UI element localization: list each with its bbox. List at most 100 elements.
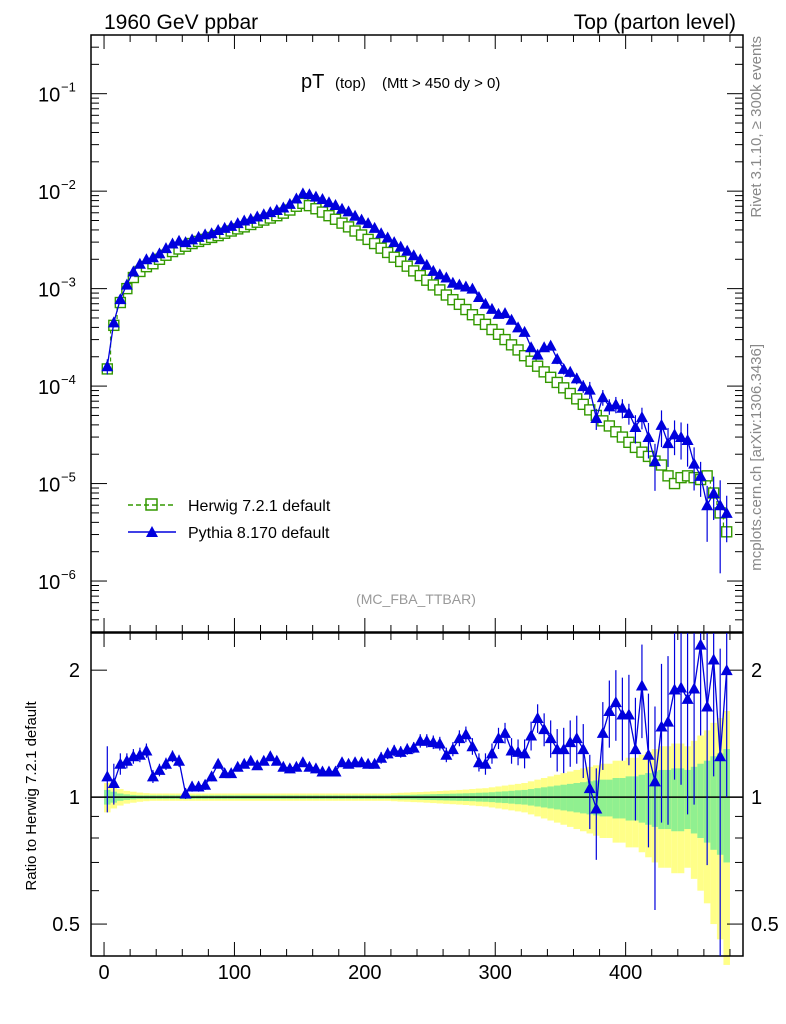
- pythia-point: [485, 302, 498, 314]
- plot-title-main: pT: [301, 71, 324, 93]
- pythia-point: [420, 258, 433, 270]
- ratio-band-inner-bin: [619, 778, 626, 819]
- pythia-point: [466, 282, 479, 294]
- ratio-pythia-point: [179, 787, 192, 799]
- ratio-pythia-point: [707, 653, 720, 665]
- ratio-pythia-point: [590, 802, 603, 814]
- ratio-pythia-point: [583, 782, 596, 794]
- header-right-label: Top (parton level): [574, 11, 736, 34]
- ratio-y-tick-label-right: 0.5: [751, 914, 779, 936]
- ratio-pythia-point: [433, 737, 446, 749]
- pythia-point: [590, 412, 603, 424]
- pythia-point: [662, 437, 675, 449]
- pythia-point: [525, 341, 538, 353]
- pythia-point: [133, 257, 146, 269]
- y-tick-exponent: −3: [61, 275, 76, 290]
- pythia-point: [368, 221, 381, 233]
- pythia-point: [459, 280, 472, 292]
- ratio-pythia-point: [114, 757, 127, 769]
- ratio-pythia-point: [642, 748, 655, 760]
- ratio-band-inner-bin: [625, 776, 633, 821]
- ratio-pythia-point: [557, 743, 570, 755]
- pythia-point: [342, 205, 355, 217]
- ratio-pythia-point: [485, 747, 498, 759]
- ratio-pythia-point: [648, 775, 661, 787]
- ratio-plot-panel: Ratio to Herwig 7.2.1 default 0 100 200 300…: [23, 632, 779, 984]
- ratio-pythia-point: [662, 715, 675, 727]
- pythia-point: [114, 293, 127, 305]
- ratio-pythia-point: [329, 765, 342, 777]
- pythia-point: [107, 316, 120, 328]
- pythia-point: [701, 499, 714, 511]
- pythia-point: [309, 190, 322, 202]
- pythia-point: [446, 276, 459, 288]
- rivet-version-label: Rivet 3.1.10, ≥ 300k events: [748, 36, 765, 218]
- ratio-pythia-point: [212, 757, 225, 769]
- x-tick-label: 0: [98, 962, 109, 984]
- pythia-point: [551, 352, 564, 364]
- ratio-pythia-point: [407, 741, 420, 753]
- pythia-point: [362, 217, 375, 229]
- legend-pythia-label: Pythia 8.170 default: [188, 525, 330, 542]
- ratio-pythia-point: [688, 682, 701, 694]
- ratio-y-axis-label: Ratio to Herwig 7.2.1 default: [23, 701, 40, 891]
- pythia-point: [433, 268, 446, 280]
- ratio-pythia-point: [309, 762, 322, 774]
- pythia-point: [355, 213, 368, 225]
- ratio-pythia-point: [538, 723, 551, 735]
- ratio-pythia-point: [440, 748, 453, 760]
- x-tick-label: 400: [609, 962, 642, 984]
- ratio-pythia-point: [453, 732, 466, 744]
- ratio-band-inner-bin: [638, 774, 646, 823]
- legend-herwig-label: Herwig 7.2.1 default: [188, 498, 331, 515]
- y-tick-exponent: −5: [61, 470, 76, 485]
- ratio-pythia-point: [655, 720, 668, 732]
- ratio-band-inner-bin: [697, 763, 704, 838]
- ratio-pythia-point: [238, 757, 251, 769]
- ratio-pythia-point: [492, 732, 505, 744]
- ratio-pythia-point: [166, 750, 179, 762]
- y-tick-label: 10: [38, 85, 60, 107]
- pythia-point: [675, 431, 688, 443]
- ratio-pythia-point: [629, 743, 642, 755]
- ratio-pythia-point: [525, 729, 538, 741]
- pythia-point: [101, 360, 114, 372]
- y-tick-label: 10: [38, 475, 60, 497]
- y-tick-exponent: −4: [61, 372, 76, 387]
- pythia-point: [642, 431, 655, 443]
- ratio-pythia-point: [531, 712, 544, 724]
- y-tick-label: 10: [38, 572, 60, 594]
- legend-herwig-marker: [145, 498, 158, 511]
- ratio-pythia-point: [199, 778, 212, 790]
- pythia-point: [688, 457, 701, 469]
- pythia-point: [146, 251, 159, 263]
- herwig-point: [603, 420, 616, 432]
- ratio-series-group: [101, 633, 733, 956]
- pythia-point: [349, 209, 362, 221]
- ratio-y-tick-label: 1: [69, 787, 80, 809]
- ratio-pythia-point: [446, 743, 459, 755]
- ratio-pythia-point: [609, 696, 622, 708]
- ratio-y-tick-label-right: 2: [751, 660, 762, 682]
- pythia-point: [283, 197, 296, 209]
- pythia-point: [531, 348, 544, 360]
- pythia-point: [544, 339, 557, 351]
- ratio-pythia-point: [159, 757, 172, 769]
- plot-title-sub: (top): [335, 75, 366, 92]
- ratio-pythia-point: [205, 770, 218, 782]
- y-tick-label: 10: [38, 377, 60, 399]
- pythia-point: [668, 428, 681, 440]
- ratio-band-inner-bin: [723, 749, 730, 863]
- pythia-point: [414, 253, 427, 265]
- main-plot-frame: [90, 34, 744, 633]
- ratio-y-tick-label: 2: [69, 660, 80, 682]
- x-tick-label: 200: [348, 962, 381, 984]
- ratio-band-inner-bin: [671, 768, 678, 832]
- pythia-point: [322, 196, 335, 208]
- main-plot-panel: pT (top) (Mtt > 450 dy > 0) (MC_FBA_TTBA…: [38, 34, 744, 633]
- ratio-pythia-point: [107, 777, 120, 789]
- ratio-pythia-point: [244, 754, 257, 766]
- ratio-pythia-point: [544, 732, 557, 744]
- herwig-line: [104, 202, 730, 533]
- ratio-pythia-point: [596, 726, 609, 738]
